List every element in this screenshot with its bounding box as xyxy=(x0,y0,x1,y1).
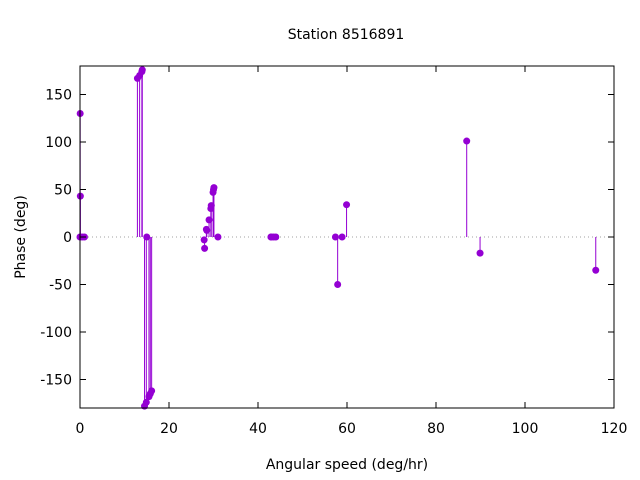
x-tick-label: 20 xyxy=(160,421,178,437)
data-point xyxy=(205,216,213,224)
x-tick-label: 100 xyxy=(512,421,539,437)
data-point xyxy=(334,281,342,288)
y-tick-label: -150 xyxy=(40,373,72,389)
ticks-group: 0 20 40 60 80 100 120 -150 -100 -50 0 50 100 150 xyxy=(40,66,627,437)
data-point xyxy=(331,233,339,241)
data-point xyxy=(210,184,218,192)
data-point xyxy=(214,233,222,241)
chart-title: Station 8516891 xyxy=(288,27,405,43)
data-point xyxy=(338,233,346,241)
y-tick-label: -50 xyxy=(49,278,72,294)
y-tick-label: -100 xyxy=(40,325,72,341)
y-tick-label: 150 xyxy=(45,88,72,104)
data-point xyxy=(200,236,208,244)
x-tick-label: 0 xyxy=(76,421,85,437)
data-point xyxy=(201,244,209,252)
data-point xyxy=(592,266,600,274)
y-tick-label: 0 xyxy=(63,230,72,246)
y-tick-label: 50 xyxy=(54,183,72,199)
data-point xyxy=(272,233,280,241)
y-axis-label: Phase (deg) xyxy=(13,195,29,279)
x-tick-label: 120 xyxy=(601,421,628,437)
x-tick-label: 60 xyxy=(338,421,356,437)
data-point xyxy=(138,66,146,74)
data-point xyxy=(143,233,151,241)
data-point xyxy=(343,201,351,209)
data-point xyxy=(207,202,215,210)
data-point xyxy=(142,398,150,406)
data-point xyxy=(476,249,484,257)
points-group xyxy=(76,66,600,410)
x-tick-label: 40 xyxy=(249,421,267,437)
plot-frame xyxy=(79,65,615,409)
data-point xyxy=(463,137,471,145)
x-axis-label: Angular speed (deg/hr) xyxy=(266,457,428,473)
data-point xyxy=(203,226,211,234)
y-tick-label: 100 xyxy=(45,135,72,151)
data-point xyxy=(148,387,156,395)
x-tick-label: 80 xyxy=(427,421,445,437)
